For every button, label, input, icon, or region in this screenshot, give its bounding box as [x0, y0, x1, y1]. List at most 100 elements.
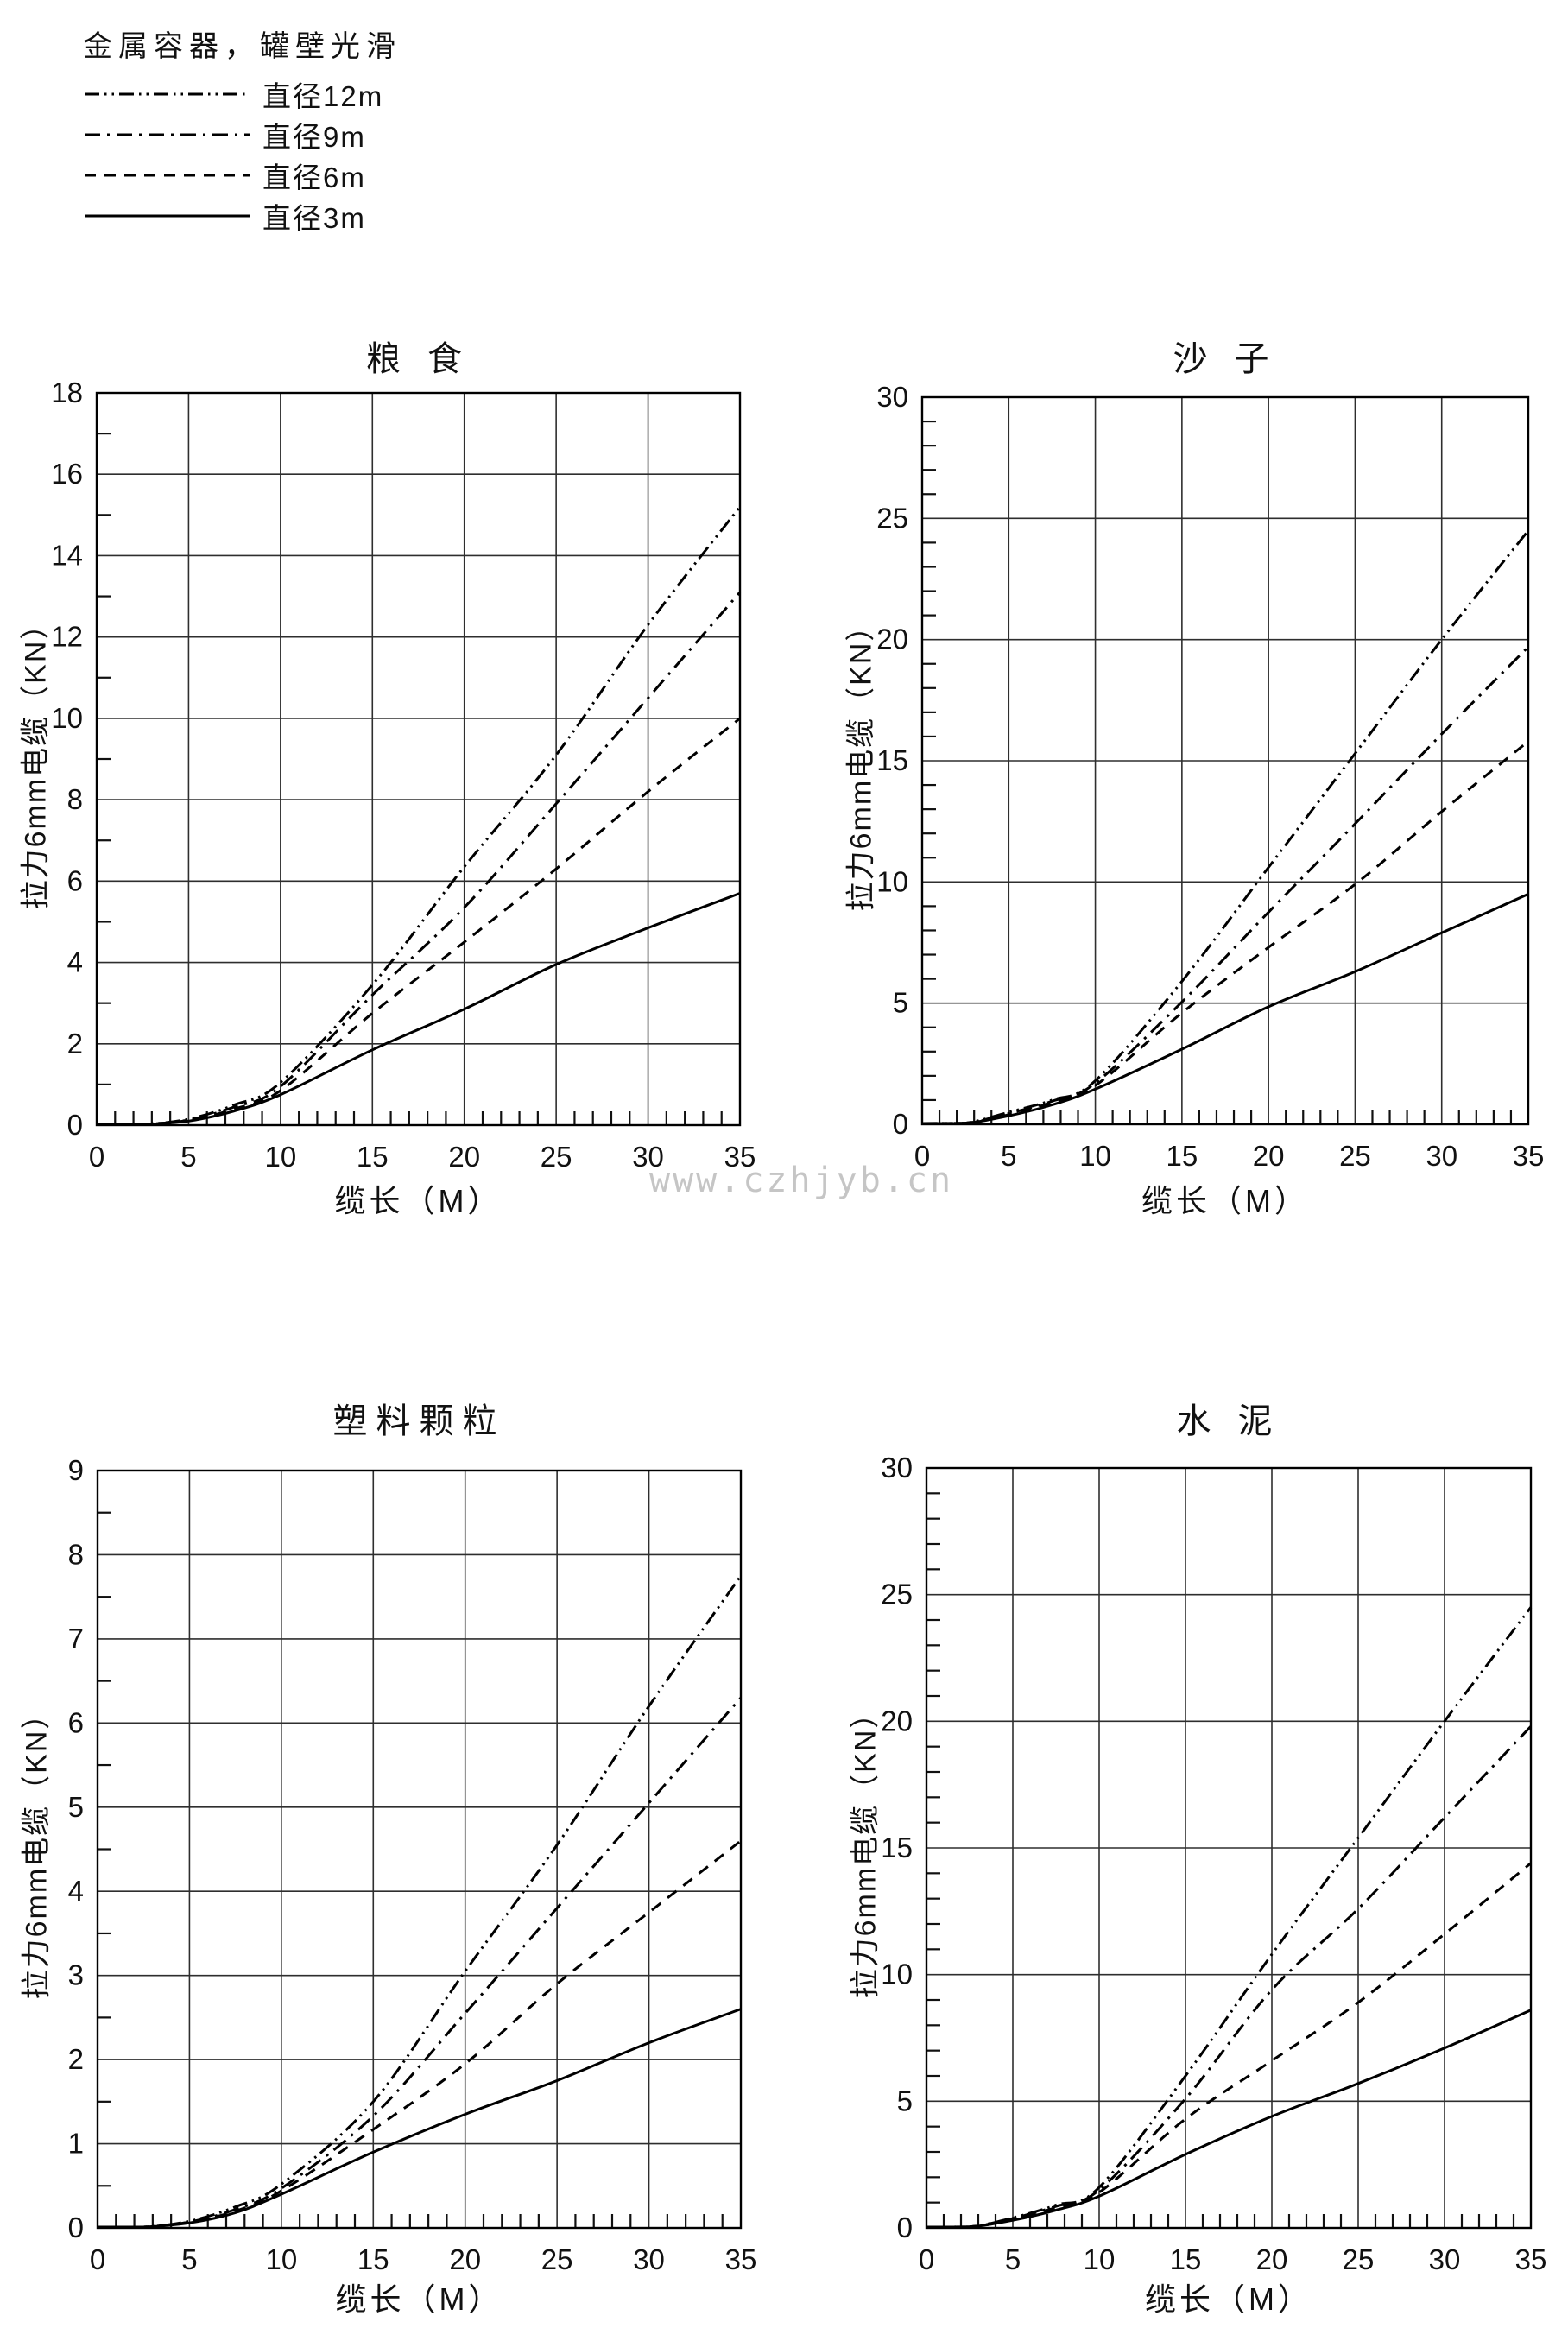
- chart-canvas-sand: 0 5 10 15 20 25 30 35 0 5 10 15 20 25 30: [876, 381, 1544, 1172]
- chart-title-cement: 水 泥: [1176, 1402, 1281, 1440]
- series-group: [98, 1574, 743, 2229]
- x-tick-label: 5: [1005, 2243, 1021, 2275]
- legend-line-sample-dashdot: [85, 133, 250, 136]
- y-tick-label: 20: [881, 1705, 913, 1737]
- x-tick-label: 5: [1001, 1140, 1016, 1172]
- series-solid: [98, 2008, 742, 2229]
- y-tick-label: 3: [68, 1959, 84, 1991]
- legend-item-label: 直径9m: [262, 120, 366, 153]
- legend-items: 直径12m 直径9m 直径6m 直径3m: [83, 73, 401, 236]
- y-tick-label: 9: [68, 1454, 84, 1486]
- y-tick-label: 14: [51, 539, 83, 571]
- x-tick-label: 0: [914, 1140, 930, 1172]
- series-dashed: [921, 740, 1529, 1125]
- y-tick-label: 2: [67, 1028, 83, 1060]
- y-tick-label: 5: [893, 987, 908, 1019]
- x-tick-label: 0: [919, 2243, 934, 2275]
- x-tick-label: 15: [1166, 1140, 1198, 1172]
- minor-ticks: [922, 420, 1513, 1124]
- plot-border: [925, 1466, 1533, 2230]
- y-tick-label: 7: [68, 1623, 84, 1655]
- series-solid: [926, 2009, 1532, 2229]
- y-tick-label: 5: [68, 1791, 84, 1823]
- x-tick-label: 10: [265, 2243, 297, 2275]
- y-axis-title-grain: 拉力6mm电缆（KN）: [19, 608, 53, 910]
- grid: [926, 1467, 1532, 2229]
- x-tick-label: 10: [264, 1141, 296, 1173]
- series-solid: [97, 892, 741, 1126]
- minor-ticks: [98, 1511, 724, 2228]
- x-tick-label: 10: [1079, 1140, 1111, 1172]
- legend-line-sample-dashdotdot: [85, 92, 250, 95]
- x-tick-label: 35: [1515, 2243, 1547, 2275]
- x-tick-label: 30: [1426, 1140, 1457, 1172]
- x-tick-label: 25: [1343, 2243, 1375, 2275]
- x-tick-label: 20: [448, 1141, 480, 1173]
- legend-item: 直径12m: [83, 73, 401, 114]
- series-dashdotdot: [98, 1574, 743, 2229]
- x-axis-title-plastic: 缆长（M）: [335, 2281, 503, 2317]
- x-tick-label: 5: [180, 1141, 196, 1173]
- series-group: [97, 505, 742, 1126]
- legend-item-label: 直径12m: [262, 79, 384, 112]
- y-tick-label: 18: [51, 376, 83, 408]
- chart-title-grain: 粮 食: [365, 340, 471, 378]
- series-dashed: [98, 1839, 742, 2229]
- series-dashed: [926, 1862, 1532, 2229]
- y-tick-label: 15: [876, 744, 908, 776]
- chart-canvas-plastic: 0 5 10 15 20 25 30 35 0 1 2 3 4 5 6 7 8 9: [68, 1454, 757, 2275]
- legend-line-sample-dashed: [85, 174, 250, 176]
- legend-item: 直径3m: [83, 195, 401, 236]
- chart-canvas-cement: 0 5 10 15 20 25 30 35 0 5 10 15 20 25 30: [881, 1452, 1547, 2275]
- legend-item-label: 直径3m: [262, 201, 366, 234]
- y-tick-label: 30: [876, 381, 908, 413]
- y-tick-label: 25: [881, 1579, 913, 1610]
- legend-item: 直径9m: [83, 114, 401, 155]
- watermark: www.czhjyb.cn: [649, 1161, 954, 1200]
- x-tick-label: 30: [1429, 2243, 1461, 2275]
- y-tick-label: 4: [67, 946, 83, 978]
- y-tick-label: 25: [876, 502, 908, 534]
- grid: [921, 396, 1529, 1125]
- y-tick-label: 10: [876, 865, 908, 897]
- series-solid: [921, 893, 1529, 1125]
- y-tick-label: 0: [893, 1108, 908, 1140]
- y-tick-label: 8: [67, 783, 83, 815]
- y-tick-label: 12: [51, 621, 83, 653]
- y-tick-label: 6: [67, 864, 83, 896]
- x-tick-label: 20: [449, 2243, 481, 2275]
- y-tick-label: 15: [881, 1832, 913, 1863]
- series-dashdot: [921, 646, 1530, 1125]
- y-tick-label: 8: [68, 1538, 84, 1570]
- legend: 金属容器，罐壁光滑 直径12m 直径9m 直径6m 直径3m: [83, 22, 401, 236]
- x-tick-label: 20: [1256, 2243, 1288, 2275]
- plot-border: [920, 395, 1530, 1126]
- x-tick-label: 35: [725, 2243, 757, 2275]
- x-axis-title-cement: 缆长（M）: [1145, 2281, 1312, 2317]
- legend-item-label: 直径6m: [262, 161, 366, 193]
- legend-title: 金属容器，罐壁光滑: [83, 30, 401, 63]
- series-group: [926, 1606, 1533, 2229]
- x-tick-label: 25: [541, 1141, 572, 1173]
- y-tick-label: 0: [897, 2211, 913, 2243]
- x-tick-label: 20: [1253, 1140, 1285, 1172]
- y-tick-label: 6: [68, 1706, 84, 1738]
- y-tick-label: 1: [68, 2128, 84, 2160]
- x-tick-label: 25: [1339, 1140, 1371, 1172]
- y-tick-label: 0: [67, 1109, 83, 1141]
- y-tick-label: 20: [876, 623, 908, 655]
- series-dashdotdot: [921, 529, 1530, 1125]
- y-tick-label: 16: [51, 458, 83, 490]
- grid: [96, 392, 741, 1126]
- y-tick-label: 5: [897, 2085, 913, 2116]
- series-dashed: [97, 717, 741, 1126]
- chart-title-plastic: 塑料颗粒: [332, 1402, 506, 1440]
- minor-ticks: [926, 1492, 1515, 2228]
- x-tick-label: 5: [181, 2243, 197, 2275]
- legend-item: 直径6m: [83, 155, 401, 195]
- x-tick-label: 35: [724, 1141, 756, 1173]
- series-dashdot: [98, 1697, 743, 2229]
- y-axis-title-plastic: 拉力6mm电缆（KN）: [20, 1698, 54, 2000]
- grid: [97, 1470, 742, 2229]
